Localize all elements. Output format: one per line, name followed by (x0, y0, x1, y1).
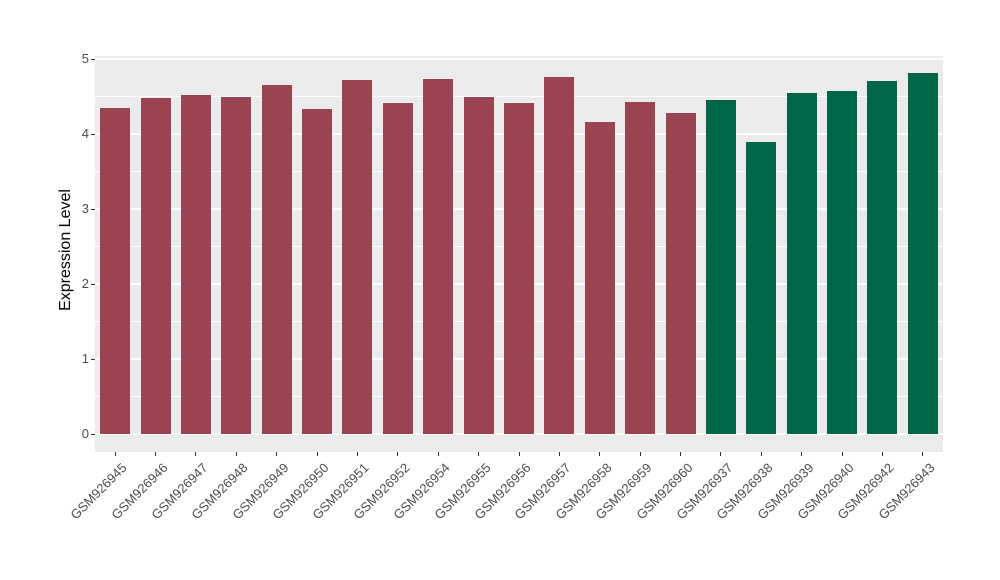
x-tick-mark (720, 452, 722, 456)
x-tick-mark (801, 452, 803, 456)
bar-GSM926946 (140, 98, 171, 434)
bar-GSM926950 (302, 108, 333, 434)
bar-GSM926957 (544, 77, 575, 434)
x-tick-mark (235, 452, 237, 456)
x-tick-mark (558, 452, 560, 456)
bar-GSM926951 (342, 80, 373, 434)
x-tick-mark (195, 452, 197, 456)
x-tick-mark (276, 452, 278, 456)
x-tick-mark (155, 452, 157, 456)
x-tick-mark (397, 452, 399, 456)
plot-panel (95, 56, 943, 452)
y-tick-mark (91, 283, 95, 285)
bar-GSM926960 (665, 113, 696, 434)
bar-GSM926938 (746, 141, 777, 434)
bar-GSM926952 (382, 103, 413, 434)
x-tick-mark (680, 452, 682, 456)
bar-GSM926942 (867, 80, 898, 434)
bar-GSM926947 (180, 95, 211, 434)
bar-GSM926949 (261, 84, 292, 434)
x-tick-mark (437, 452, 439, 456)
bar-GSM926956 (504, 102, 534, 434)
x-tick-mark (760, 452, 762, 456)
bar-GSM926945 (100, 107, 131, 434)
x-tick-mark (639, 452, 641, 456)
bar-GSM926940 (827, 90, 858, 434)
y-tick-label: 3 (81, 201, 89, 216)
bar-GSM926948 (221, 97, 252, 434)
y-tick-mark (91, 58, 95, 60)
y-tick-mark (91, 133, 95, 135)
x-tick-mark (518, 452, 520, 456)
y-tick-mark (91, 433, 95, 435)
y-tick-label: 1 (81, 351, 89, 366)
x-tick-mark (841, 452, 843, 456)
y-tick-label: 0 (81, 426, 89, 441)
y-tick-mark (91, 358, 95, 360)
y-tick-label: 4 (81, 126, 89, 141)
y-tick-label: 2 (81, 276, 89, 291)
gridline-major (95, 58, 943, 60)
gridline-major (95, 433, 943, 435)
bar-GSM926939 (786, 92, 817, 434)
bar-GSM926943 (907, 73, 938, 434)
y-tick-label: 5 (81, 51, 89, 66)
gridline-minor (95, 96, 943, 97)
bar-GSM926955 (463, 96, 494, 434)
bar-GSM926954 (423, 78, 454, 434)
bar-GSM926937 (705, 100, 736, 434)
x-tick-mark (881, 452, 883, 456)
x-tick-mark (356, 452, 358, 456)
x-tick-mark (599, 452, 601, 456)
bar-GSM926958 (584, 122, 615, 434)
y-tick-mark (91, 208, 95, 210)
x-tick-mark (478, 452, 480, 456)
bar-GSM926959 (625, 101, 656, 434)
x-tick-mark (922, 452, 924, 456)
x-tick-mark (316, 452, 318, 456)
x-tick-mark (114, 452, 116, 456)
